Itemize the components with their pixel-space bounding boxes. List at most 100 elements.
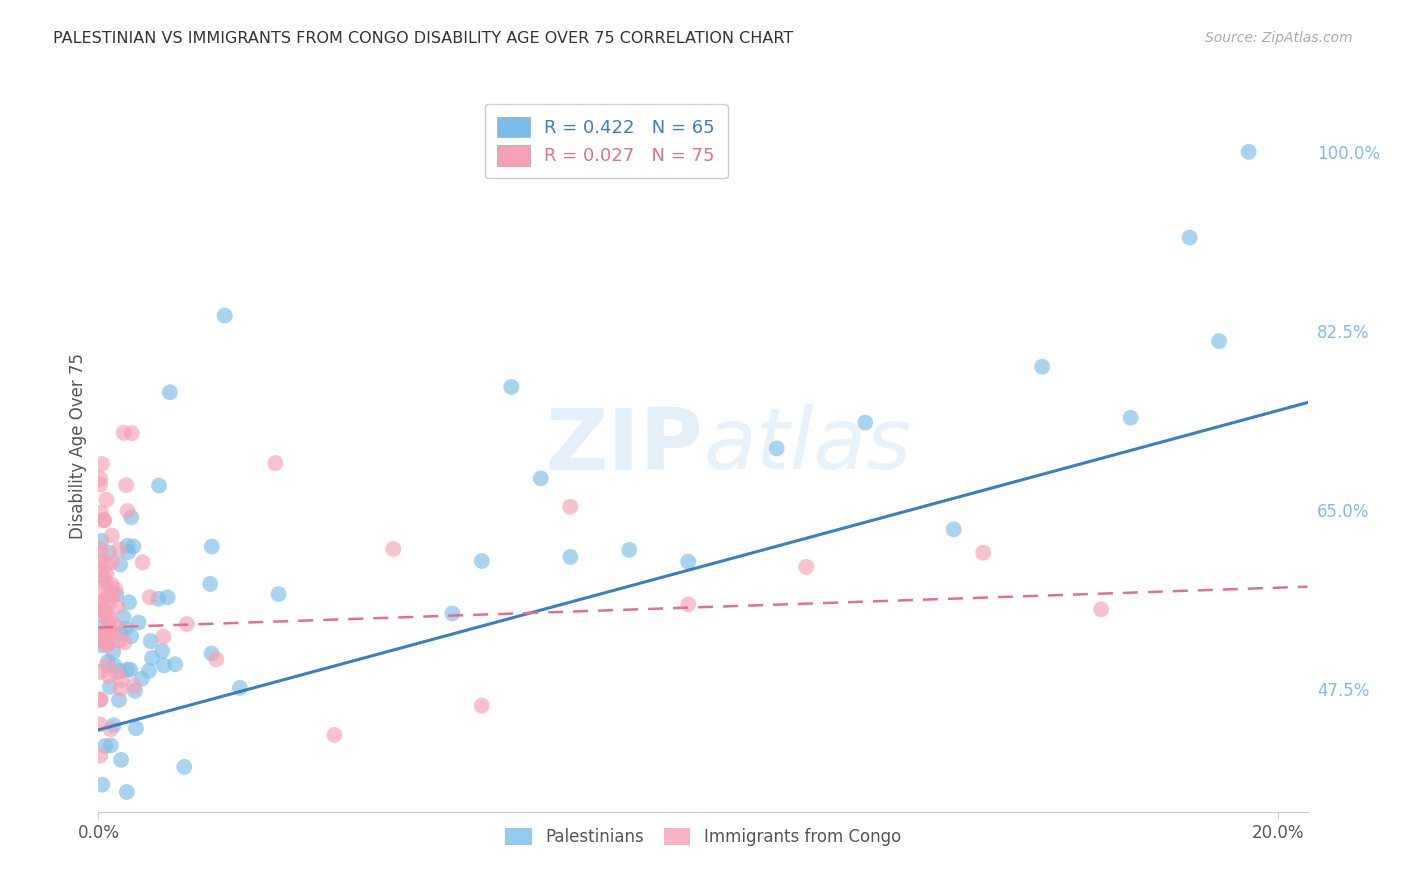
Point xyxy=(138,664,160,678)
Point xyxy=(98,618,121,632)
Point xyxy=(120,629,142,643)
Point xyxy=(91,608,114,623)
Point xyxy=(94,624,117,639)
Point xyxy=(122,679,145,693)
Y-axis label: Disability Age Over 75: Disability Age Over 75 xyxy=(69,353,87,539)
Point xyxy=(108,693,131,707)
Point xyxy=(93,605,115,619)
Point xyxy=(122,540,145,554)
Point xyxy=(89,547,111,561)
Point xyxy=(100,739,122,753)
Point xyxy=(110,681,132,696)
Point xyxy=(96,608,118,623)
Point xyxy=(560,500,582,514)
Point xyxy=(176,617,198,632)
Point xyxy=(110,558,132,572)
Point xyxy=(124,683,146,698)
Point xyxy=(107,600,129,615)
Point xyxy=(200,577,222,591)
Point xyxy=(101,528,124,542)
Point xyxy=(131,672,153,686)
Point xyxy=(972,546,994,560)
Point xyxy=(156,591,179,605)
Point xyxy=(1090,602,1112,616)
Point xyxy=(125,721,148,735)
Point xyxy=(131,555,153,569)
Point xyxy=(94,638,117,652)
Point xyxy=(173,760,195,774)
Point xyxy=(105,587,128,601)
Point xyxy=(141,651,163,665)
Point xyxy=(94,631,117,645)
Point xyxy=(200,647,222,661)
Point xyxy=(89,563,111,577)
Point xyxy=(165,657,187,672)
Point xyxy=(441,607,464,621)
Point xyxy=(96,492,118,507)
Point xyxy=(98,680,121,694)
Point xyxy=(942,522,965,536)
Point xyxy=(139,634,162,648)
Point xyxy=(110,753,132,767)
Point xyxy=(96,566,118,581)
Point xyxy=(101,555,124,569)
Point xyxy=(89,629,111,643)
Point xyxy=(90,506,112,520)
Text: Source: ZipAtlas.com: Source: ZipAtlas.com xyxy=(1205,31,1353,45)
Point xyxy=(89,717,111,731)
Point xyxy=(94,739,117,753)
Point xyxy=(1208,334,1230,348)
Point xyxy=(114,635,136,649)
Point xyxy=(97,635,120,649)
Point xyxy=(110,673,132,687)
Point xyxy=(159,385,181,400)
Point xyxy=(98,613,121,627)
Point xyxy=(150,644,173,658)
Point xyxy=(264,456,287,470)
Point xyxy=(115,478,138,492)
Point xyxy=(97,669,120,683)
Point xyxy=(115,785,138,799)
Point xyxy=(93,513,115,527)
Point xyxy=(1031,359,1053,374)
Point xyxy=(153,658,176,673)
Point xyxy=(90,457,112,471)
Point xyxy=(110,626,132,640)
Point xyxy=(560,549,582,564)
Point xyxy=(97,625,120,640)
Point xyxy=(108,665,131,679)
Point xyxy=(94,576,117,591)
Point xyxy=(105,619,128,633)
Point xyxy=(1237,145,1260,159)
Point xyxy=(103,658,125,673)
Point xyxy=(471,698,494,713)
Point xyxy=(89,596,111,610)
Point xyxy=(93,570,115,584)
Point xyxy=(114,621,136,635)
Point xyxy=(97,590,120,604)
Point xyxy=(148,591,170,606)
Point xyxy=(96,558,118,572)
Point xyxy=(1119,410,1142,425)
Point xyxy=(121,426,143,441)
Point xyxy=(101,589,124,603)
Point xyxy=(101,645,124,659)
Point xyxy=(89,748,111,763)
Point xyxy=(105,665,128,680)
Point xyxy=(90,533,112,548)
Point xyxy=(471,554,494,568)
Point xyxy=(148,478,170,492)
Point xyxy=(214,309,236,323)
Point xyxy=(120,510,142,524)
Point xyxy=(104,582,127,597)
Point xyxy=(89,665,111,679)
Point xyxy=(98,546,121,560)
Point xyxy=(229,681,252,695)
Point xyxy=(139,590,162,604)
Point xyxy=(91,778,114,792)
Point xyxy=(765,442,787,456)
Point xyxy=(100,723,122,737)
Point xyxy=(90,594,112,608)
Point xyxy=(853,416,876,430)
Point xyxy=(89,692,111,706)
